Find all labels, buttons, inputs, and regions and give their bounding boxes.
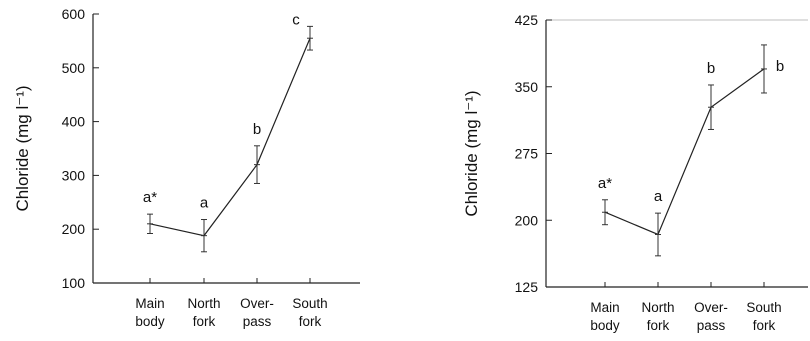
y-tick-label: 200 bbox=[515, 212, 539, 228]
y-tick-label: 350 bbox=[515, 79, 539, 95]
x-tick-label: pass bbox=[243, 314, 272, 329]
x-tick-label: Over- bbox=[240, 296, 274, 311]
x-tick-label: body bbox=[590, 318, 620, 333]
x-tick-label: North bbox=[187, 296, 220, 311]
chart-panel-right: 125 200 275 350 425 Main body North fork Over-pas… bbox=[462, 12, 808, 333]
y-tick-label: 125 bbox=[515, 279, 539, 295]
x-tick-label: fork bbox=[193, 314, 216, 329]
x-tick-label: North bbox=[641, 300, 674, 315]
x-tick-label: South bbox=[292, 296, 327, 311]
y-axis-label: Chloride (mg l⁻¹) bbox=[462, 90, 481, 216]
y-tick-label: 300 bbox=[62, 167, 86, 183]
significance-label: b bbox=[707, 60, 715, 77]
significance-label: c bbox=[292, 11, 300, 28]
x-tick-label: fork bbox=[647, 318, 670, 333]
y-tick-label: 275 bbox=[515, 146, 539, 162]
significance-label: a bbox=[200, 195, 209, 212]
y-tick-label: 100 bbox=[62, 275, 86, 291]
x-tick-label: Main bbox=[135, 296, 164, 311]
x-tick-label: Main bbox=[590, 300, 619, 315]
y-tick-label: 400 bbox=[62, 114, 86, 130]
significance-label: a* bbox=[143, 189, 157, 206]
significance-label: a bbox=[654, 188, 663, 205]
y-tick-label: 500 bbox=[62, 60, 86, 76]
x-tick-label: pass bbox=[697, 318, 726, 333]
x-tick-label: fork bbox=[299, 314, 322, 329]
series-line bbox=[149, 37, 311, 237]
series-line bbox=[604, 68, 765, 236]
x-tick-label: South bbox=[746, 300, 781, 315]
significance-label: b bbox=[253, 121, 261, 138]
x-tick-label: fork bbox=[753, 318, 776, 333]
significance-label: b bbox=[776, 58, 784, 75]
significance-label: a* bbox=[598, 175, 612, 192]
x-tick-label: body bbox=[135, 314, 165, 329]
y-tick-label: 200 bbox=[62, 221, 86, 237]
y-tick-label: 425 bbox=[515, 12, 539, 28]
x-tick-label: Over- bbox=[694, 300, 728, 315]
y-axis-label: Chloride (mg l⁻¹) bbox=[13, 85, 32, 211]
chart-panel-left: 100 200 300 400 500 600 Main body North fork Over-… bbox=[13, 6, 360, 329]
y-tick-label: 600 bbox=[62, 6, 86, 22]
